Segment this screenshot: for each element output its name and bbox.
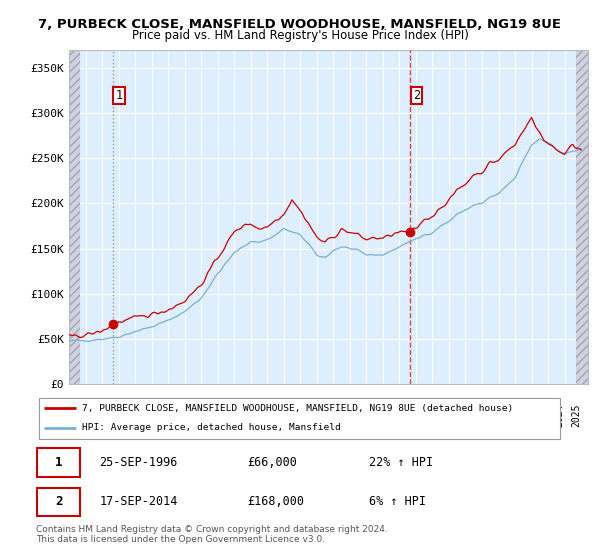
Text: £168,000: £168,000: [247, 496, 304, 508]
Text: Contains HM Land Registry data © Crown copyright and database right 2024.
This d: Contains HM Land Registry data © Crown c…: [36, 525, 388, 544]
Text: 2007: 2007: [274, 403, 284, 427]
Text: HPI: Average price, detached house, Mansfield: HPI: Average price, detached house, Mans…: [82, 423, 341, 432]
Text: 2009: 2009: [307, 403, 317, 427]
Text: 2015: 2015: [406, 403, 416, 427]
Text: 2003: 2003: [208, 403, 218, 427]
Text: 1995: 1995: [76, 403, 86, 427]
Text: 1999: 1999: [142, 403, 152, 427]
Text: 2025: 2025: [571, 403, 581, 427]
Text: 7, PURBECK CLOSE, MANSFIELD WOODHOUSE, MANSFIELD, NG19 8UE: 7, PURBECK CLOSE, MANSFIELD WOODHOUSE, M…: [38, 18, 562, 31]
Text: 2022: 2022: [521, 403, 532, 427]
Text: 1994: 1994: [59, 403, 69, 427]
Text: 1998: 1998: [125, 403, 135, 427]
Text: 2024: 2024: [554, 403, 565, 427]
Text: £66,000: £66,000: [247, 456, 297, 469]
Text: 2021: 2021: [505, 403, 515, 427]
Text: 2: 2: [413, 89, 420, 102]
Text: Price paid vs. HM Land Registry's House Price Index (HPI): Price paid vs. HM Land Registry's House …: [131, 29, 469, 42]
FancyBboxPatch shape: [37, 488, 80, 516]
Text: 2017: 2017: [439, 403, 449, 427]
Text: 2005: 2005: [241, 403, 251, 427]
Text: 1997: 1997: [109, 403, 119, 427]
FancyBboxPatch shape: [37, 448, 80, 477]
Text: 1996: 1996: [92, 403, 102, 427]
Text: 22% ↑ HPI: 22% ↑ HPI: [368, 456, 433, 469]
Text: 2006: 2006: [257, 403, 267, 427]
Text: 2020: 2020: [488, 403, 499, 427]
Text: 2023: 2023: [538, 403, 548, 427]
Text: 2000: 2000: [158, 403, 168, 427]
Text: 6% ↑ HPI: 6% ↑ HPI: [368, 496, 425, 508]
Text: 1: 1: [55, 456, 62, 469]
Text: 7, PURBECK CLOSE, MANSFIELD WOODHOUSE, MANSFIELD, NG19 8UE (detached house): 7, PURBECK CLOSE, MANSFIELD WOODHOUSE, M…: [82, 404, 514, 413]
FancyBboxPatch shape: [38, 399, 560, 439]
Text: 2010: 2010: [323, 403, 334, 427]
Text: 1: 1: [116, 89, 122, 102]
Text: 2016: 2016: [422, 403, 433, 427]
Text: 2001: 2001: [175, 403, 185, 427]
Text: 2004: 2004: [224, 403, 234, 427]
Text: 2012: 2012: [356, 403, 367, 427]
Text: 2002: 2002: [191, 403, 201, 427]
Text: 2018: 2018: [455, 403, 466, 427]
Text: 2011: 2011: [340, 403, 350, 427]
Text: 25-SEP-1996: 25-SEP-1996: [100, 456, 178, 469]
Text: 2013: 2013: [373, 403, 383, 427]
Text: 2008: 2008: [290, 403, 300, 427]
Text: 2: 2: [55, 496, 62, 508]
Text: 2019: 2019: [472, 403, 482, 427]
Text: 17-SEP-2014: 17-SEP-2014: [100, 496, 178, 508]
Text: 2014: 2014: [389, 403, 400, 427]
